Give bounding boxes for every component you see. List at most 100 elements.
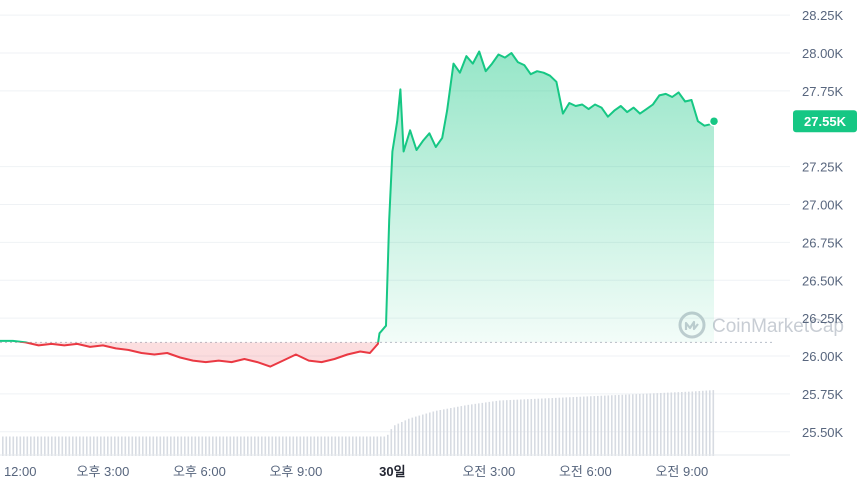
volume-bar [247, 436, 249, 456]
volume-bar [292, 436, 295, 456]
volume-bar [474, 403, 477, 456]
y-tick-label: 27.75K [802, 84, 844, 99]
x-tick-label: 오전 9:00 [655, 464, 708, 479]
volume-bar [65, 436, 67, 456]
volume-bar [415, 416, 417, 456]
price-line-up [0, 50, 715, 343]
volume-bar [646, 393, 648, 456]
volume-bar [257, 436, 260, 456]
volume-bar [674, 392, 676, 456]
volume-bar [173, 436, 176, 456]
volume-bar [121, 436, 123, 456]
volume-bar [499, 400, 501, 456]
x-axis: 오후 12:00 오후 3:00 오후 6:00 오후 9:00 30일 오전 3:00 오… [0, 454, 790, 479]
volume-bar [54, 436, 57, 456]
y-tick-label: 26.50K [802, 273, 844, 288]
volume-bar [698, 391, 701, 456]
volume-bar [37, 436, 39, 456]
volume-bar [425, 413, 428, 456]
current-price-value: 27.55K [804, 114, 847, 129]
volume-bar [618, 394, 620, 456]
volume-bar [548, 398, 550, 456]
volume-bar [5, 436, 8, 456]
volume-bar [362, 436, 365, 456]
volume-bar [418, 415, 421, 456]
volume-bar [180, 436, 183, 456]
volume-bar [215, 436, 218, 456]
volume-bar [565, 397, 568, 456]
volume-bar [212, 436, 214, 456]
volume-bar [537, 398, 540, 456]
volume-bar [709, 390, 711, 456]
volume-bar [275, 436, 277, 456]
volume-bar [551, 398, 554, 456]
x-tick-label: 30일 [379, 464, 405, 479]
volume-bar [103, 436, 106, 456]
volume-bar [607, 395, 610, 456]
volume-bar [397, 423, 400, 456]
volume-bar [93, 436, 95, 456]
volume-bar [492, 401, 494, 456]
volume-bar [331, 436, 333, 456]
volume-bar [72, 436, 74, 456]
x-tick-label: 오후 3:00 [77, 464, 130, 479]
volume-bar [40, 436, 43, 456]
volume-bar [156, 436, 158, 456]
volume-bar [159, 436, 162, 456]
volume-bar [366, 436, 368, 456]
volume-bar [201, 436, 204, 456]
volume-bar [163, 436, 165, 456]
volume-bar [135, 436, 137, 456]
volume-bar [110, 436, 113, 456]
y-tick-label: 26.75K [802, 235, 844, 250]
volume-bar [142, 436, 144, 456]
y-tick-label: 25.50K [802, 425, 844, 440]
volume-bar [317, 436, 319, 456]
volume-bar [2, 436, 4, 456]
volume-bar [411, 417, 414, 456]
volume-bar [82, 436, 85, 456]
volume-bar [443, 409, 445, 456]
volume-bar [306, 436, 309, 456]
volume-bar [226, 436, 228, 456]
volume-bar [670, 392, 673, 456]
volume-bar [96, 436, 99, 456]
x-tick-label: 오전 6:00 [559, 464, 612, 479]
volume-bar [614, 395, 617, 456]
volume-bar [324, 436, 326, 456]
volume-bar [628, 394, 631, 456]
volume-bar [590, 396, 592, 456]
volume-bar [569, 397, 571, 456]
volume-bar [299, 436, 302, 456]
volume-bar [597, 395, 599, 456]
watermark-text: CoinMarketCap [712, 316, 844, 337]
volume-bar [303, 436, 305, 456]
volume-bar [439, 410, 442, 456]
volume-bar [576, 396, 578, 456]
volume-bar [450, 408, 452, 456]
volume-bar [114, 436, 116, 456]
volume-bar [30, 436, 32, 456]
volume-bar [660, 392, 662, 456]
volume-bar [334, 436, 337, 456]
volume-bar [282, 436, 284, 456]
volume-bar [520, 399, 522, 456]
volume-bar [310, 436, 312, 456]
volume-bar [289, 436, 291, 456]
volume-bar [219, 436, 221, 456]
x-tick-label: 오전 3:00 [462, 464, 515, 479]
y-tick-label: 28.00K [802, 46, 844, 61]
volume-bar [527, 399, 529, 456]
volume-bar [600, 395, 603, 456]
volume-bar [649, 393, 652, 456]
volume-bar [432, 411, 435, 456]
volume-bar [544, 398, 547, 456]
volume-bar [222, 436, 225, 456]
volume-bar [408, 418, 410, 456]
x-tick-label: 오후 9:00 [269, 464, 322, 479]
volume-bar [128, 436, 130, 456]
volume-bar [9, 436, 11, 456]
volume-bar [667, 392, 669, 456]
volume-bar [33, 436, 36, 456]
